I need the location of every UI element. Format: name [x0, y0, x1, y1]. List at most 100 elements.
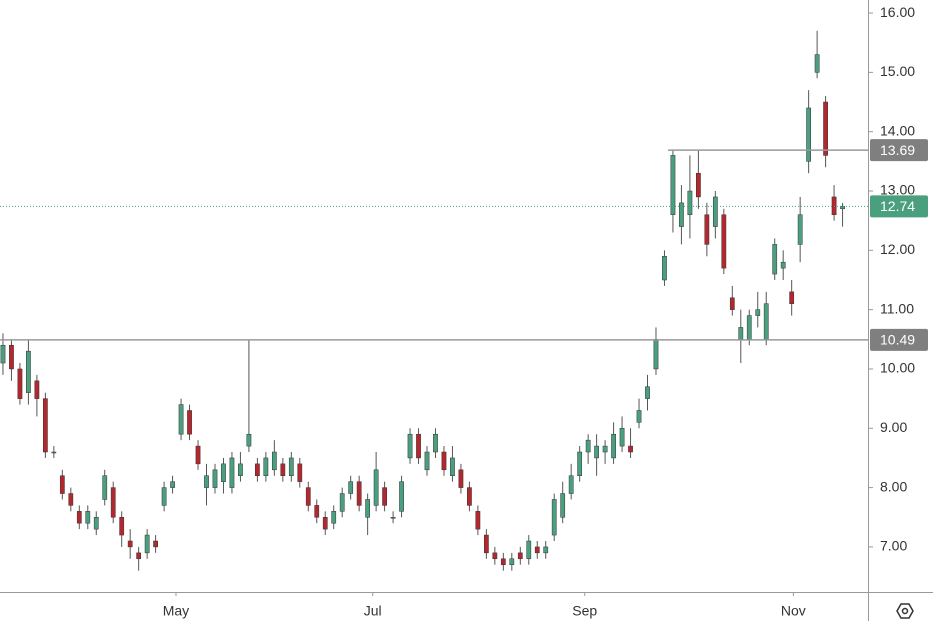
candle-body [271, 451, 277, 471]
candle-body [263, 457, 269, 476]
candle-body [9, 344, 14, 370]
candle-body [517, 552, 523, 560]
candle-body [611, 433, 616, 459]
y-tick-label: 10.00 [880, 360, 915, 376]
candle-body [568, 475, 574, 494]
candle-body [43, 398, 48, 453]
candle-body [433, 433, 438, 453]
candle-body [76, 511, 82, 524]
candle-body [26, 350, 31, 393]
candle-body [187, 410, 192, 435]
settings-icon[interactable] [896, 603, 914, 619]
candle-body [483, 534, 489, 554]
candle-body [416, 433, 421, 459]
candle-body [619, 428, 625, 447]
candle-body [823, 101, 828, 156]
candle-body [399, 481, 404, 512]
last-price-label-bg [870, 195, 928, 218]
candle-body [195, 445, 201, 465]
candle-body [51, 451, 57, 454]
y-tick-label: 15.00 [880, 63, 915, 79]
candle-body [297, 463, 303, 482]
candle-body [382, 487, 387, 506]
candle-body [238, 463, 243, 476]
candle-body [526, 540, 532, 560]
candle-body [339, 493, 345, 512]
candle-body [636, 410, 642, 423]
candle-body [178, 404, 184, 435]
candle-body [0, 344, 6, 364]
candle-body [492, 552, 498, 560]
x-tick-label: Nov [781, 603, 806, 619]
candle-body [314, 505, 320, 518]
candle-body [68, 493, 74, 506]
candle-body [509, 558, 515, 565]
candle-body [170, 481, 175, 488]
candle-body [127, 540, 133, 548]
candle-body [212, 469, 218, 488]
candle-body [577, 451, 583, 476]
price-line-label: 13.69 [880, 142, 915, 158]
settings-button[interactable] [896, 603, 914, 619]
y-tick-label: 9.00 [880, 419, 907, 435]
candle-body [288, 457, 294, 476]
candle-body [840, 206, 845, 210]
candle-body [704, 214, 710, 245]
candle-body [34, 380, 40, 399]
candle-body [255, 463, 260, 476]
last-price-label: 12.74 [880, 198, 915, 214]
candle-body [102, 475, 108, 500]
x-tick-label: Sep [572, 603, 597, 619]
candle-body [602, 445, 608, 453]
candle-body [585, 439, 591, 453]
candle-body [645, 386, 650, 399]
candle-body [390, 517, 396, 519]
candle-body [161, 487, 167, 506]
settings-icon-center[interactable] [901, 607, 909, 615]
candle-body [560, 493, 566, 518]
candle-body [59, 475, 65, 494]
candle-body [280, 463, 286, 476]
candle-body [136, 552, 142, 560]
candle-body [831, 196, 837, 215]
candle-body [356, 481, 362, 506]
candle-body [551, 499, 557, 536]
candle-body [780, 261, 786, 269]
candle-body [500, 558, 506, 565]
candle-body [153, 540, 158, 548]
price-line-label: 10.49 [880, 332, 915, 348]
candle-body [772, 244, 778, 275]
y-tick-label: 7.00 [880, 538, 907, 554]
candle-body [110, 487, 116, 518]
candle-body [729, 297, 735, 310]
candle-body [662, 256, 667, 281]
candle-body [755, 309, 761, 316]
candle-body [348, 481, 354, 494]
candle-body [458, 469, 464, 488]
candle-body [221, 463, 226, 482]
candle-body [789, 291, 795, 304]
candle-body [246, 433, 252, 447]
candle-body [475, 511, 481, 530]
candle-body [594, 445, 599, 459]
y-tick-label: 13.00 [880, 182, 915, 198]
y-tick-label: 11.00 [880, 300, 914, 316]
candle-body [679, 202, 684, 227]
candle-body [670, 155, 676, 215]
price-line-label-bg [870, 139, 928, 162]
candle-body [534, 546, 540, 554]
candle-body [746, 315, 752, 340]
candle-body [628, 445, 633, 453]
candle-body [721, 214, 727, 269]
candle-body [144, 534, 150, 554]
candle-body [696, 172, 701, 198]
candle-body [543, 546, 549, 554]
candle-body [331, 511, 337, 524]
candle-body [424, 451, 430, 471]
candle-body [653, 339, 659, 370]
candle-body [373, 469, 379, 506]
candle-body [17, 368, 23, 399]
candle-body [738, 327, 744, 340]
